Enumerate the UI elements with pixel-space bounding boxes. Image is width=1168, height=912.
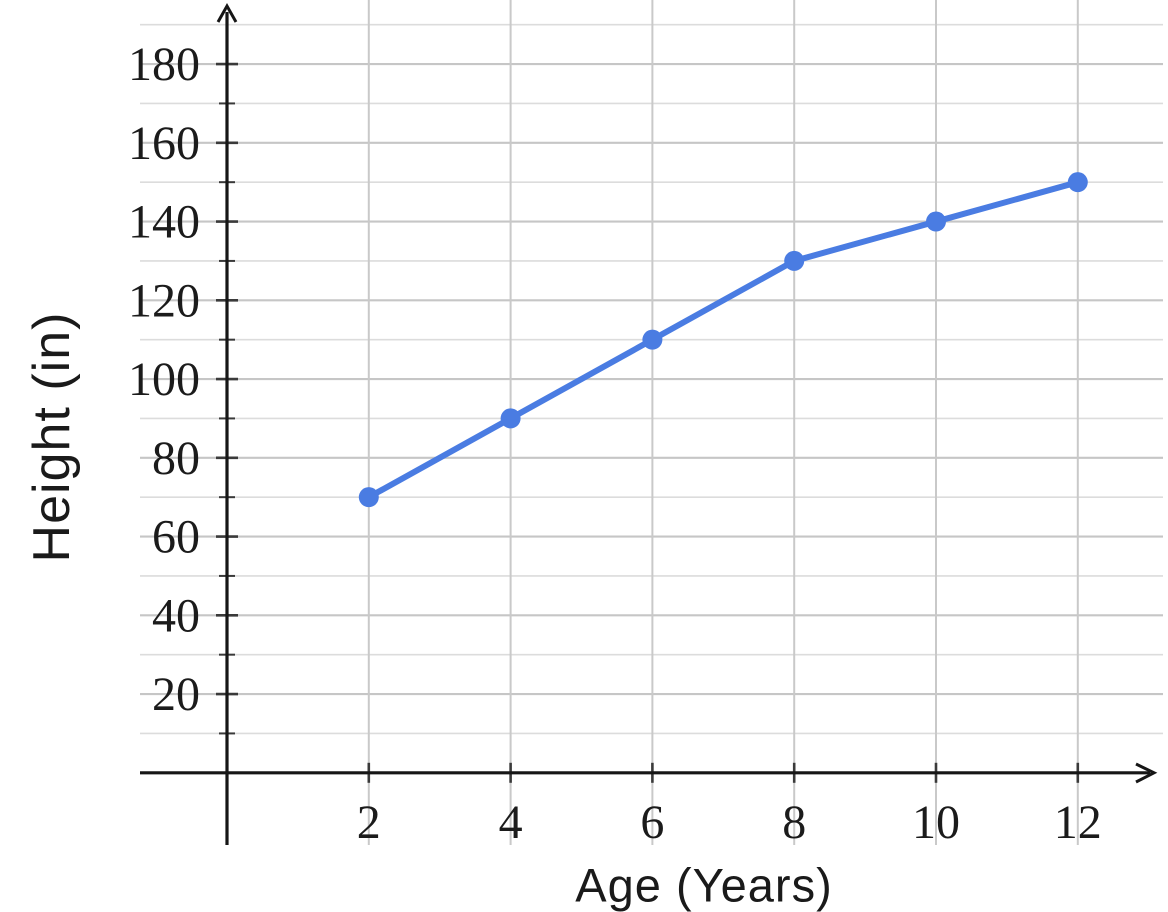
- x-tick-label: 10: [912, 796, 960, 849]
- x-tick-label: 4: [499, 796, 523, 849]
- y-axis-label: Height (in): [23, 311, 81, 563]
- y-tick-label: 100: [128, 353, 200, 406]
- y-tick-label: 180: [128, 38, 200, 91]
- x-axis-label: Age (Years): [575, 858, 833, 912]
- data-point: [1067, 172, 1088, 193]
- data-point: [784, 250, 805, 271]
- x-tick-label: 2: [357, 796, 381, 849]
- x-tick-label: 6: [640, 796, 664, 849]
- data-point: [500, 408, 521, 429]
- y-tick-label: 80: [152, 432, 200, 485]
- data-line: [365, 179, 1081, 501]
- y-tick-label: 20: [152, 668, 200, 721]
- y-tick-label: 40: [152, 589, 200, 642]
- x-tick-label: 8: [782, 796, 806, 849]
- y-tick-label: 120: [128, 274, 200, 327]
- data-point: [642, 329, 663, 350]
- y-tick-label: 160: [128, 117, 200, 170]
- x-axis-arrow: [1135, 762, 1158, 784]
- y-tick-label: 140: [128, 196, 200, 249]
- data-point: [926, 211, 946, 232]
- y-tick-label: 60: [152, 511, 200, 564]
- data-point: [358, 487, 379, 508]
- x-tick-label: 12: [1054, 796, 1102, 849]
- y-axis-arrow: [216, 2, 238, 23]
